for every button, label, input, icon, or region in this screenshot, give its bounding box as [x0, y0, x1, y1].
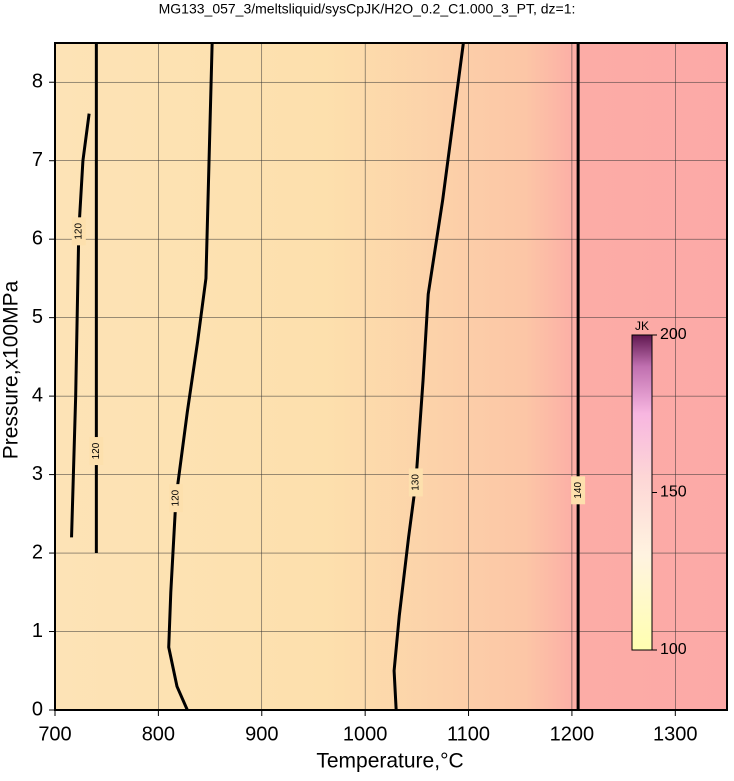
x-tick-label: 700	[38, 723, 71, 745]
x-tick-label: 800	[142, 723, 175, 745]
chart-title: MG133_057_3/meltsliquid/sysCpJK/H2O_0.2_…	[159, 1, 576, 17]
contour-label: 120	[171, 489, 182, 506]
contour-label-bg	[408, 468, 423, 497]
x-tick-label: 1100	[447, 723, 490, 745]
y-tick-label: 1	[32, 620, 43, 642]
y-tick-label: 8	[32, 71, 43, 93]
colorbar-tick-label: 200	[660, 326, 687, 343]
x-tick-label: 1000	[343, 723, 388, 745]
contour-label: 140	[573, 482, 584, 499]
colorbar-label: JK	[635, 319, 649, 333]
y-axis-label: Pressure,x100MPa	[0, 280, 23, 459]
x-tick-label: 900	[245, 723, 278, 745]
y-tick-label: 3	[32, 463, 43, 485]
y-tick-label: 5	[32, 306, 43, 328]
contour-label-bg	[89, 437, 104, 466]
y-tick-label: 4	[32, 384, 43, 406]
x-axis-label: Temperature,°C	[316, 750, 463, 773]
y-tick-label: 2	[32, 541, 43, 563]
colorbar-tick-label: 100	[660, 641, 687, 658]
contour-label: 130	[410, 474, 421, 491]
colorbar	[631, 334, 653, 651]
colorbar-tick-label: 150	[660, 484, 687, 501]
contour-label-bg	[168, 484, 183, 513]
y-tick-label: 0	[32, 698, 43, 720]
plot-background	[55, 43, 727, 710]
x-tick-label: 1200	[550, 723, 595, 745]
contour-label: 120	[73, 223, 84, 240]
x-tick-label: 1300	[653, 723, 698, 745]
y-tick-label: 7	[32, 149, 43, 171]
contour-label-bg	[571, 476, 586, 505]
plot-frame	[54, 42, 728, 711]
contour-label: 120	[91, 442, 102, 459]
contour-label-bg	[71, 217, 86, 246]
y-tick-label: 6	[32, 227, 43, 249]
